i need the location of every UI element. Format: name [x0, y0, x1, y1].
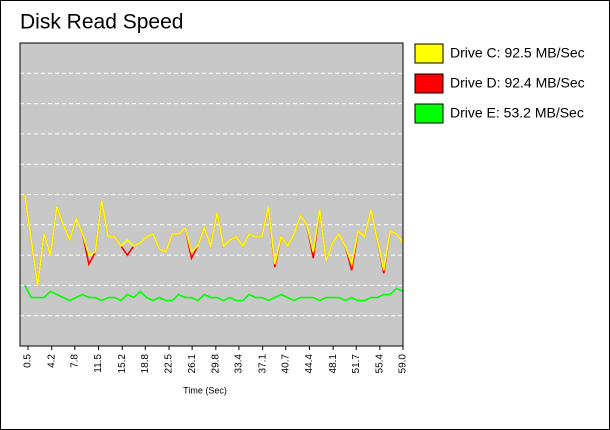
x-tick-label: 11.5 — [93, 354, 104, 373]
x-tick-label: 55.4 — [375, 354, 386, 374]
series-line — [24, 285, 404, 302]
x-tick-label: 15.2 — [117, 354, 128, 374]
x-tick-label: 59.0 — [398, 354, 409, 374]
legend-swatch — [414, 73, 444, 94]
x-tick-label: 26.1 — [187, 354, 198, 374]
legend-label: Drive D: 92.4 MB/Sec — [450, 75, 585, 91]
x-tick-label: 33.4 — [234, 354, 245, 374]
x-tick-label: 29.8 — [210, 354, 221, 374]
chart-title: Disk Read Speed — [20, 11, 183, 34]
legend-label: Drive E: 53.2 MB/Sec — [450, 105, 584, 121]
x-tick-label: 4.2 — [46, 354, 57, 368]
x-tick-label: 51.7 — [351, 354, 362, 374]
legend-label: Drive C: 92.5 MB/Sec — [450, 45, 585, 61]
legend-swatch — [414, 43, 444, 64]
x-axis-label: Time (Sec) — [183, 385, 227, 395]
legend-swatch — [414, 103, 444, 124]
x-tick-label: 48.1 — [328, 354, 339, 374]
series-line — [24, 194, 404, 286]
plot-border — [19, 42, 404, 347]
x-tick-label: 40.7 — [280, 354, 291, 374]
x-tick-label: 44.4 — [304, 354, 315, 374]
x-tick-label: 0.5 — [23, 354, 34, 368]
x-tick-label: 7.8 — [69, 354, 80, 368]
x-tick-label: 18.8 — [140, 354, 151, 374]
x-tick-label: 22.5 — [164, 354, 175, 374]
x-tick-label: 37.1 — [257, 354, 268, 374]
